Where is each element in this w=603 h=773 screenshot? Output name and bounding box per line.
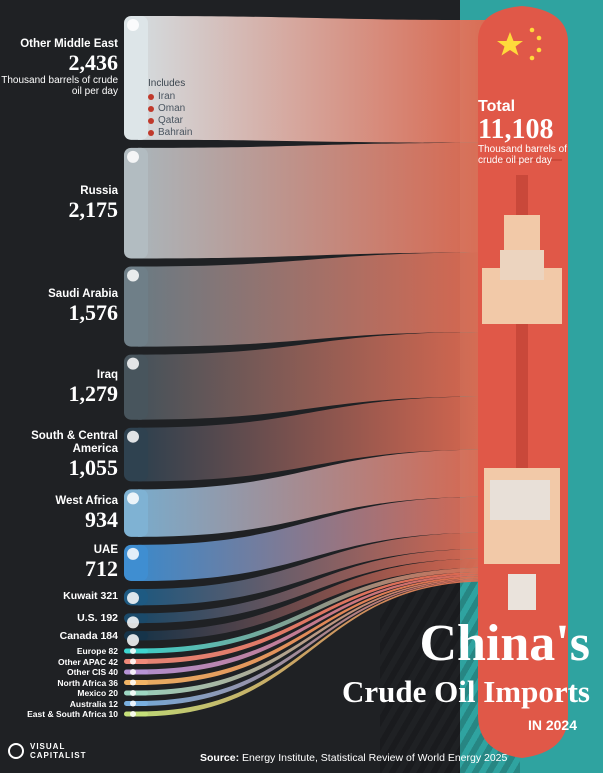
flow-north-africa	[138, 576, 488, 685]
chart-subtitle: IN 2024	[527, 717, 577, 733]
source-text: Energy Institute, Statistical Review of …	[242, 752, 508, 764]
source-value: 1,279	[68, 380, 119, 406]
label-europe: Europe 82	[76, 646, 118, 656]
label-north-africa: North Africa 36	[57, 677, 118, 688]
flag-icon	[130, 690, 136, 696]
source-value: 712	[85, 556, 118, 582]
label-other-middle-east: Other Middle East 2,436 Thousand barrels o…	[0, 38, 118, 97]
flag-icon	[130, 700, 136, 707]
source-value: 1,576	[68, 300, 119, 326]
source-value: 2,175	[68, 196, 119, 222]
source-note: Source: Energy Institute, Statistical Re…	[200, 752, 507, 764]
includes-item-bahrain: Bahrain	[148, 127, 192, 139]
flag-icon	[127, 492, 139, 505]
logo-line1: VISUAL	[30, 742, 66, 751]
flow-kuwait	[138, 532, 488, 606]
label-kuwait: Kuwait 321	[63, 590, 118, 603]
ship-mid-block	[500, 250, 544, 280]
includes-list: Includes Iran Oman Qatar Bahrain	[148, 78, 192, 139]
label-russia: Russia 2,175	[0, 184, 119, 222]
flag-icon	[127, 19, 139, 31]
label-saudi-arabia: Saudi Arabia 1,576	[0, 288, 118, 325]
bar-layer	[124, 16, 148, 717]
label-west-africa: West Africa 934	[0, 495, 118, 532]
flow-russia	[138, 142, 488, 259]
label-iraq: Iraq 1,279	[0, 368, 119, 406]
includes-item-iran: Iran	[148, 91, 192, 103]
flow-europe	[138, 567, 488, 654]
source-label: Source:	[200, 752, 240, 764]
bar-iraq	[124, 354, 148, 420]
source-name: Iraq	[96, 368, 118, 381]
total-callout: Total 11,108 Thousand barrels of crude o…	[478, 98, 568, 166]
source-name: Russia	[80, 184, 118, 197]
flow-west-africa	[138, 449, 488, 537]
label-other-cis: Other CIS 40	[66, 667, 118, 677]
flag-icon	[127, 430, 139, 443]
oil-tanker-ship	[478, 6, 568, 758]
bar-saudi-arabia	[124, 266, 148, 347]
flag-icon	[127, 592, 139, 605]
source-name: Other Middle East	[20, 38, 118, 50]
ship-bridge-top	[490, 480, 550, 520]
label-south-central-america: South & Central America 1,055	[0, 430, 118, 480]
flow-south-central-america	[138, 396, 488, 482]
label-australia: Australia 12	[69, 698, 118, 709]
flag-icon	[127, 547, 139, 560]
flow-uae	[138, 496, 488, 582]
label-u-s-: U.S. 192	[77, 612, 118, 625]
label-east-south-africa: East & South Africa 10	[27, 709, 118, 719]
source-value: 934	[85, 506, 118, 532]
total-unit: Thousand barrels of crude oil per day	[478, 144, 567, 166]
flag-icon	[130, 711, 136, 717]
includes-item-oman: Oman	[148, 103, 192, 115]
flow-other-middle-east	[138, 16, 488, 143]
flow-canada	[138, 558, 488, 641]
flow-layer	[138, 16, 488, 717]
source-value: 2,436	[68, 50, 119, 75]
flow-u-s-	[138, 548, 488, 624]
flow-australia	[138, 579, 488, 706]
flag-icon	[127, 616, 139, 629]
label-mexico: Mexico 20	[77, 688, 118, 698]
logo-line2: CAPITALIST	[30, 751, 87, 760]
flow-saudi-arabia	[138, 252, 488, 347]
source-name: UAE	[93, 544, 118, 557]
includes-title: Includes	[148, 78, 186, 89]
flow-iraq	[138, 331, 488, 420]
source-value: 1,055	[68, 454, 119, 480]
flag-icon	[127, 357, 139, 370]
flag-icon	[130, 679, 136, 686]
bar-other-middle-east	[124, 16, 148, 140]
flow-mexico	[138, 577, 488, 696]
flag-icon	[127, 150, 139, 163]
flag-icon	[127, 269, 139, 282]
flag-icon	[130, 658, 136, 665]
label-canada: Canada 184	[59, 629, 118, 642]
label-uae: UAE 712	[0, 544, 118, 581]
logo-mark-icon	[8, 743, 24, 759]
source-name: West Africa	[55, 494, 118, 507]
flag-icon	[130, 669, 136, 675]
source-name: South & Central America	[31, 429, 118, 455]
total-value: 11,108	[478, 114, 554, 145]
ship-stack	[508, 574, 536, 610]
flag-icon	[127, 634, 139, 647]
includes-item-qatar: Qatar	[148, 115, 192, 127]
source-name: Saudi Arabia	[48, 288, 118, 301]
flow-east-south-africa	[138, 580, 488, 717]
chart-title: China's	[419, 615, 590, 672]
total-label: Total	[478, 98, 516, 115]
flag-icon	[130, 648, 136, 654]
label-other-apac: Other APAC 42	[58, 656, 118, 667]
china-flag-stars	[497, 27, 542, 61]
flow-other-apac	[138, 571, 488, 664]
flow-other-cis	[138, 574, 488, 675]
chart-title-line2: Crude Oil Imports	[342, 674, 590, 709]
unit-label: Thousand barrels of crude oil per day	[1, 75, 118, 97]
bar-russia	[124, 147, 148, 259]
